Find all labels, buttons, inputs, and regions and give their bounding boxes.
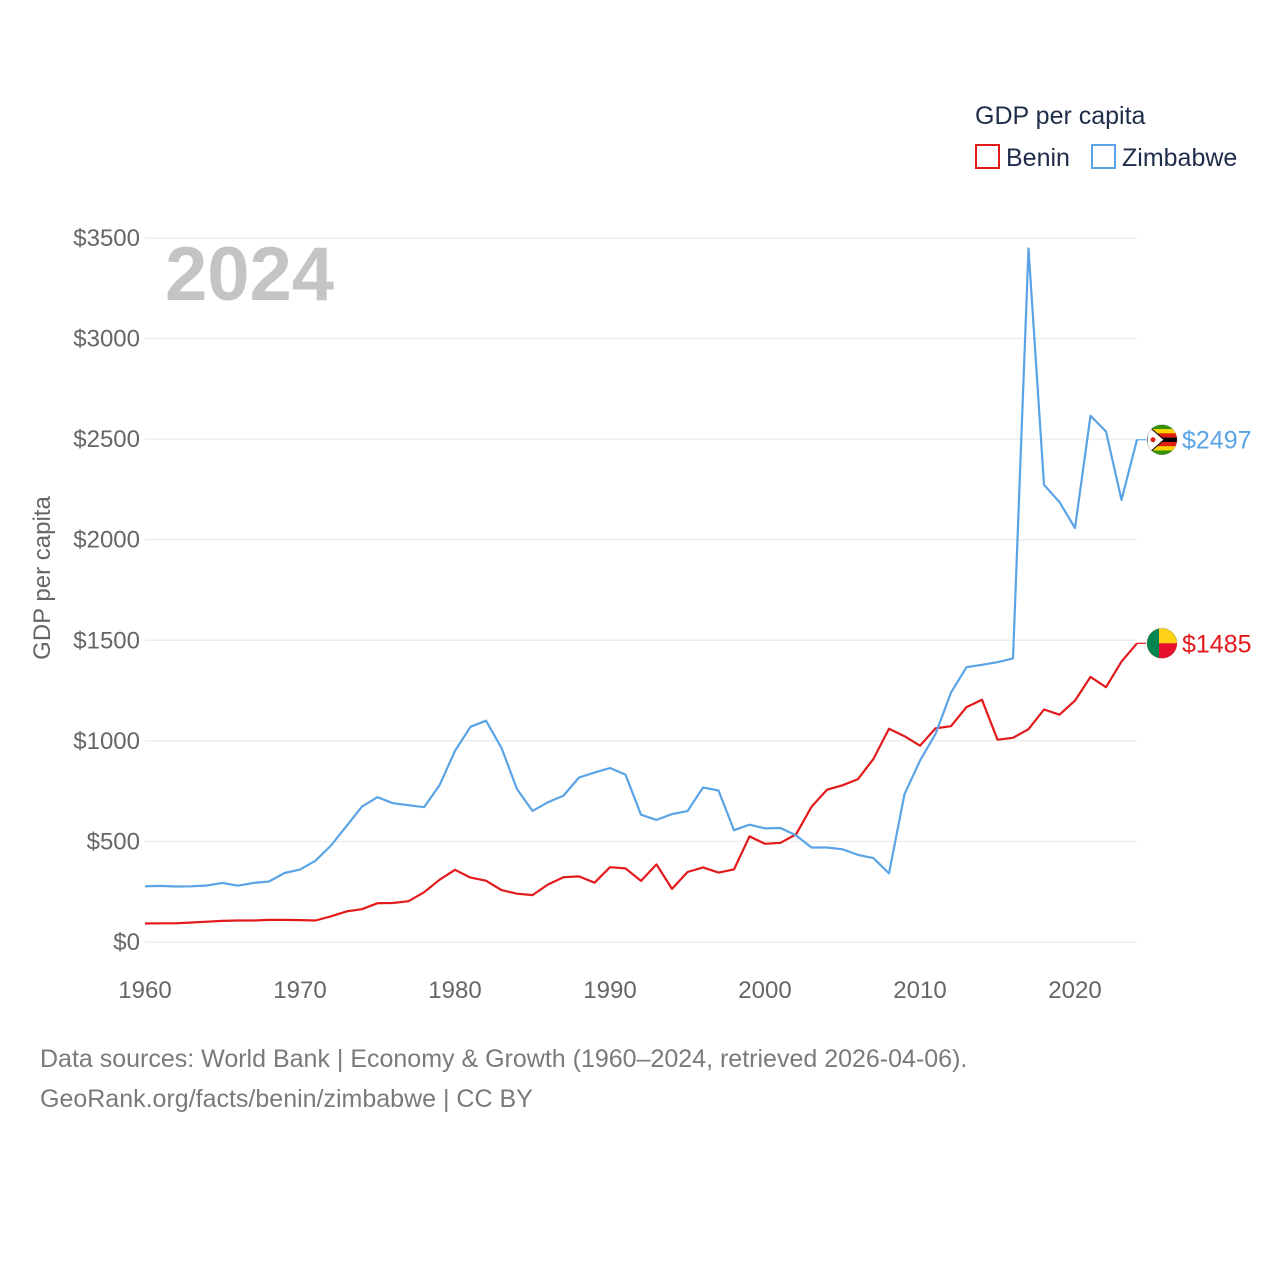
series-line-benin[interactable]: [144, 642, 1138, 925]
y-tick-label: $2000: [73, 527, 140, 554]
y-axis-ticks: $0 $500 $1000 $1500 $2000 $2500 $3000 $3500: [73, 225, 140, 956]
x-axis-ticks: 1960 1970 1980 1990 2000 2010 2020: [118, 977, 1101, 1004]
legend-label-zimbabwe[interactable]: Zimbabwe: [1122, 144, 1237, 172]
x-tick-label: 1990: [583, 977, 636, 1004]
gridlines: [145, 237, 1137, 943]
end-value-label-zimbabwe: $2497: [1182, 427, 1252, 455]
legend-swatch-zimbabwe[interactable]: [1091, 144, 1116, 169]
x-tick-label: 2000: [738, 977, 791, 1004]
y-tick-label: $2500: [73, 426, 140, 453]
x-tick-label: 2020: [1048, 977, 1101, 1004]
year-label: 2024: [165, 232, 334, 317]
y-tick-label: $1500: [73, 627, 140, 654]
y-tick-label: $3000: [73, 326, 140, 353]
y-tick-label: $1000: [73, 728, 140, 755]
x-tick-label: 1970: [273, 977, 326, 1004]
legend: GDP per capita Benin Zimbabwe: [975, 102, 1237, 172]
legend-swatch-benin[interactable]: [975, 144, 1000, 169]
legend-label-benin[interactable]: Benin: [1006, 144, 1070, 172]
y-tick-label: $500: [87, 828, 140, 855]
legend-title: GDP per capita: [975, 102, 1146, 130]
series-lines: [144, 247, 1139, 925]
y-axis-title: GDP per capita: [29, 496, 56, 660]
series-line-zimbabwe[interactable]: [144, 247, 1139, 888]
source-url: GeoRank.org/facts/benin/zimbabwe | CC BY: [40, 1085, 533, 1113]
zimbabwe-flag-icon: [1147, 424, 1177, 455]
x-tick-label: 1960: [118, 977, 171, 1004]
x-tick-label: 2010: [893, 977, 946, 1004]
end-value-label-benin: $1485: [1182, 630, 1252, 658]
end-markers: $1485 $2497: [1137, 424, 1252, 659]
y-tick-label: $3500: [73, 225, 140, 252]
source-line: Data sources: World Bank | Economy & Gro…: [40, 1045, 968, 1073]
x-tick-label: 1980: [428, 977, 481, 1004]
benin-flag-icon: [1147, 628, 1177, 659]
y-tick-label: $0: [113, 929, 140, 956]
